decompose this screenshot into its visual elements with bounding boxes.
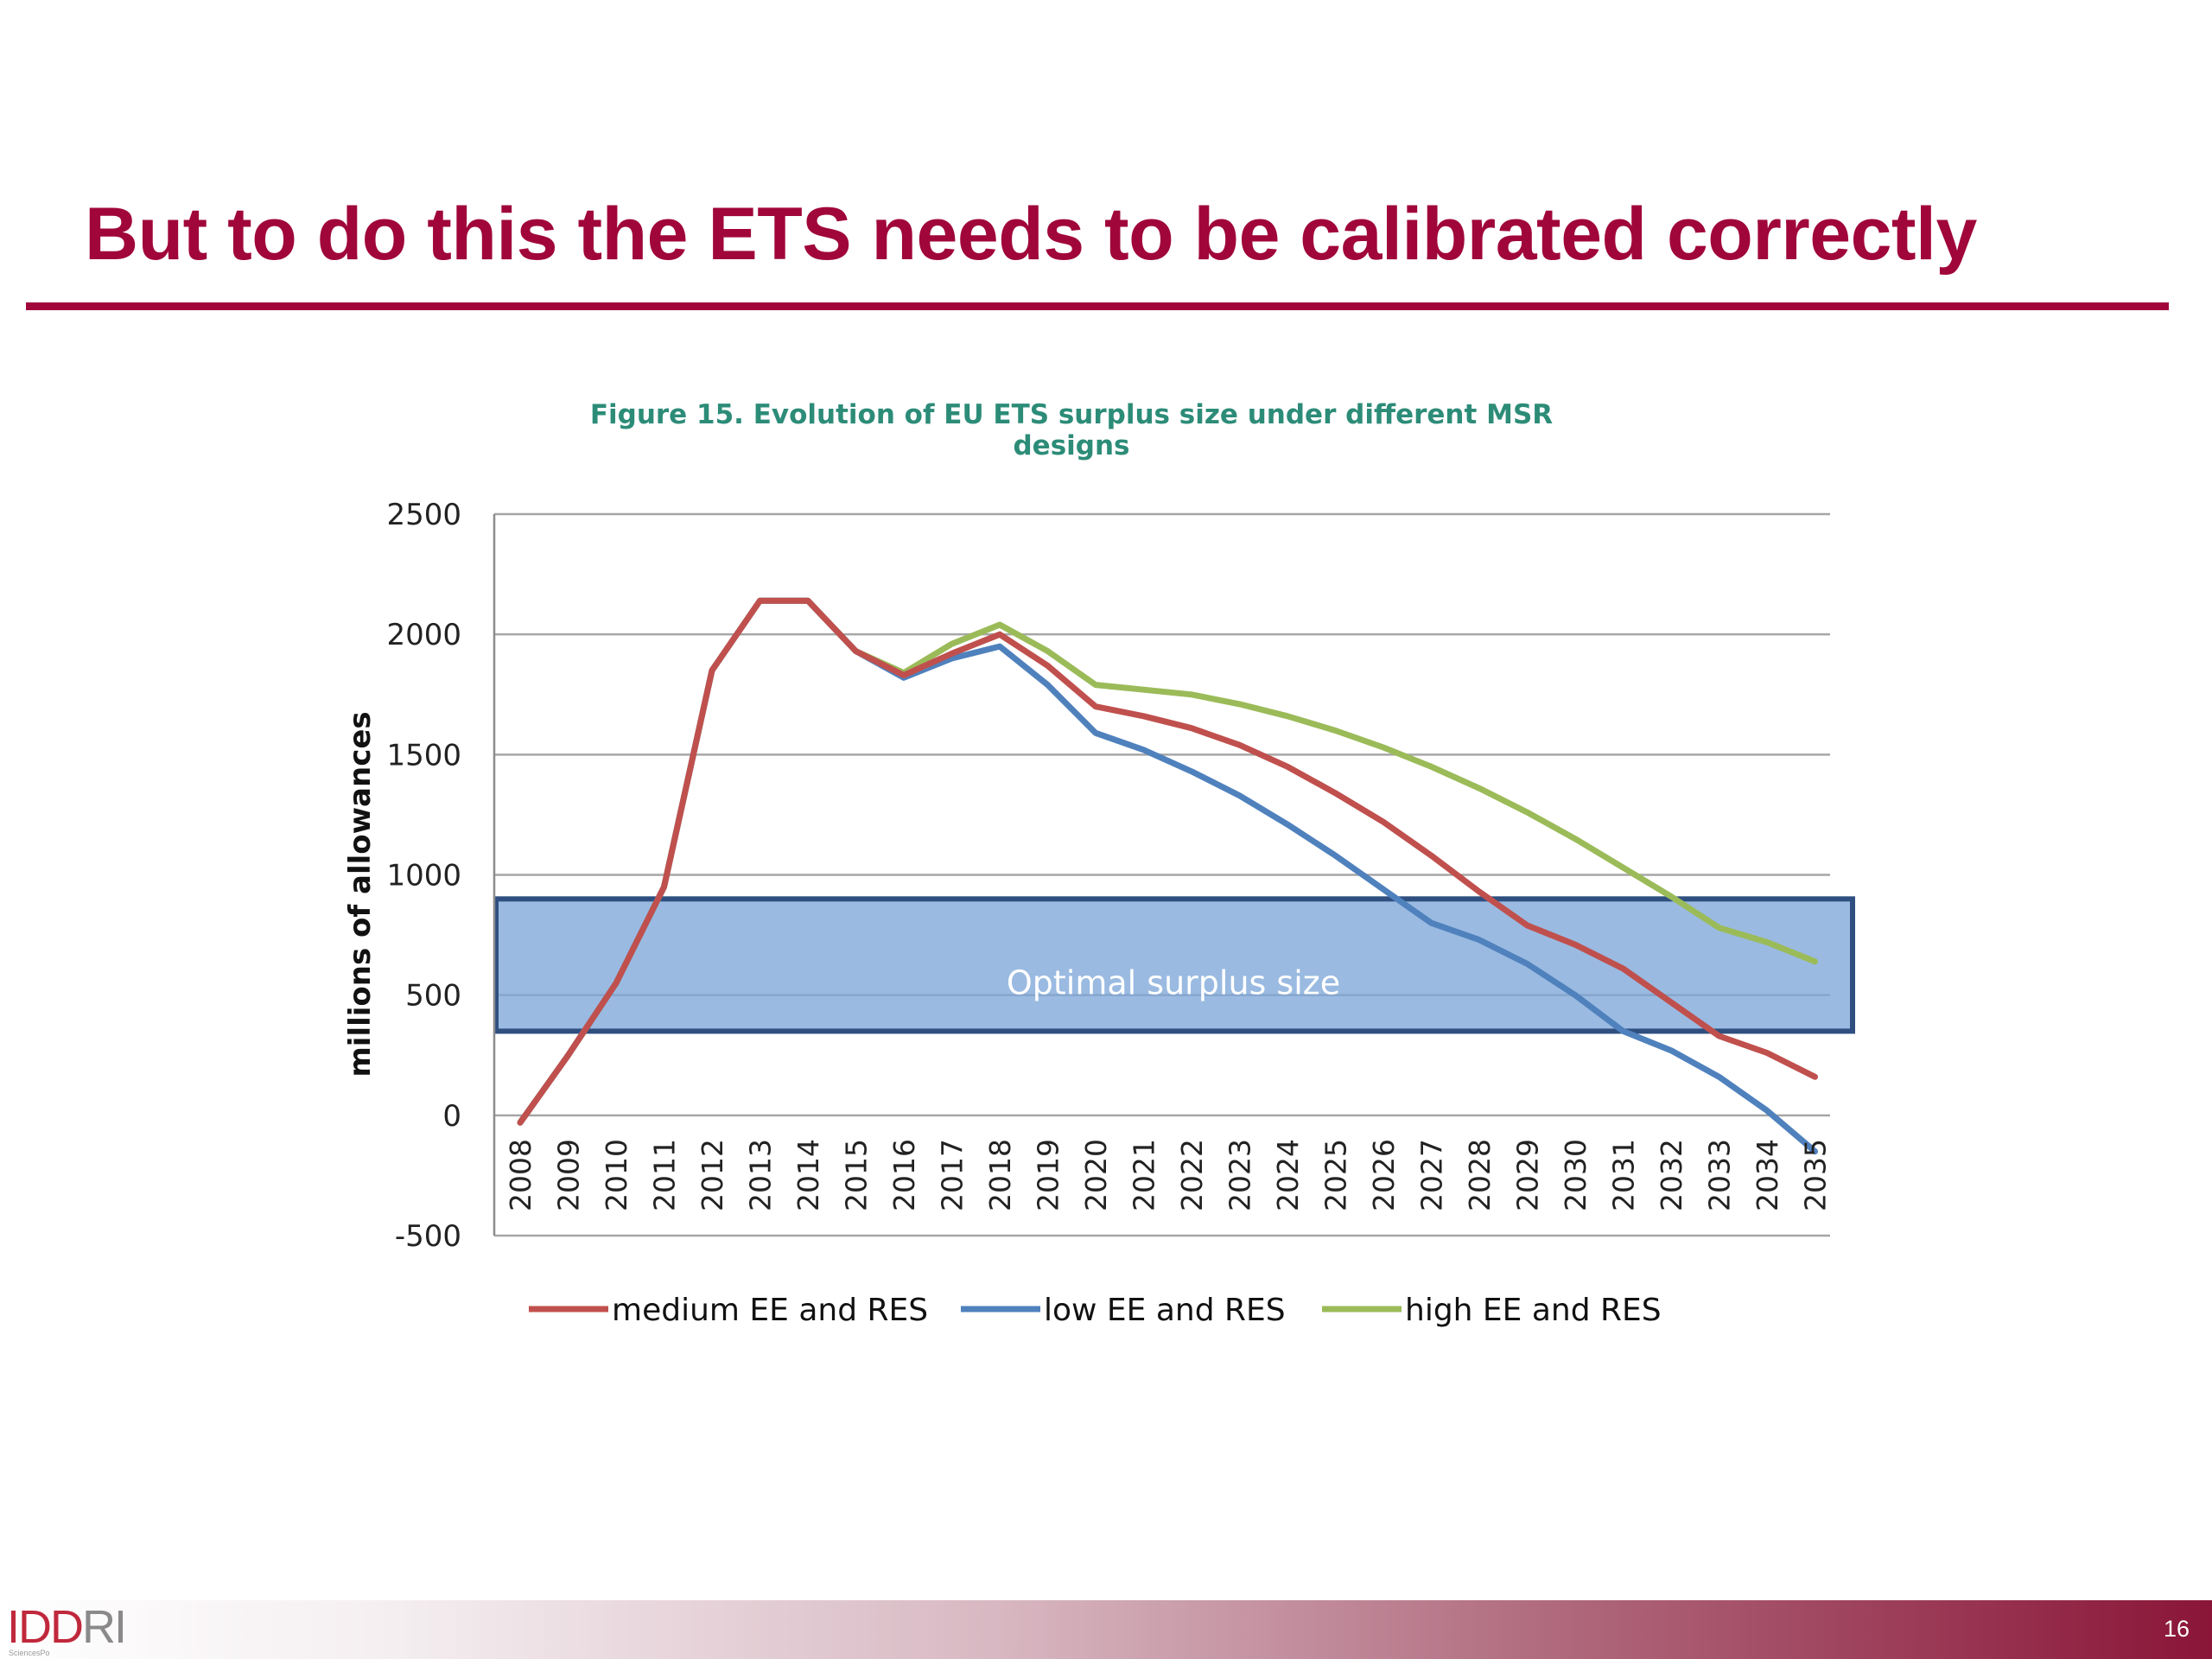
ytick-label: 1500	[386, 738, 461, 772]
xtick-label: 2010	[600, 1139, 633, 1211]
xtick-label: 2017	[936, 1139, 969, 1211]
xtick-label: 2019	[1032, 1139, 1065, 1211]
xtick-label: 2018	[983, 1139, 1017, 1211]
ytick-label: 2500	[386, 498, 461, 532]
legend-label: low EE and RES	[1044, 1293, 1286, 1328]
ytick-label: -500	[395, 1219, 461, 1254]
series-line-low	[517, 597, 1818, 1155]
iddri-logo: IDDRI	[7, 1600, 127, 1653]
logo-part1: IDD	[7, 1601, 84, 1653]
chart-axes: -500 0 500 1000 1500 2000 2500 millions of allo…	[343, 498, 1833, 1254]
xtick-label: 2022	[1175, 1139, 1209, 1211]
legend-label: medium EE and RES	[612, 1293, 928, 1328]
logo-subtext: SciencesPo	[9, 1649, 50, 1657]
page-number: 16	[2163, 1616, 2190, 1642]
ytick-label: 1000	[386, 859, 461, 893]
xtick-label: 2029	[1511, 1139, 1545, 1211]
xtick-label: 2031	[1607, 1139, 1641, 1211]
surplus-line-chart: Optimal surplus size -500 0 500 1000 1500 200…	[343, 498, 1855, 1328]
xtick-label: 2025	[1319, 1139, 1353, 1211]
xtick-label: 2026	[1367, 1139, 1401, 1211]
xtick-label: 2021	[1128, 1139, 1161, 1211]
xtick-label: 2014	[791, 1139, 825, 1211]
xtick-label: 2030	[1559, 1139, 1592, 1211]
xtick-label: 2027	[1415, 1139, 1449, 1211]
series-line-high	[517, 597, 1818, 1126]
xtick-label: 2012	[696, 1139, 729, 1211]
xtick-label: 2015	[840, 1139, 874, 1211]
ytick-label: 500	[405, 979, 461, 1014]
chart-grid	[494, 512, 1830, 1237]
xtick-label: 2023	[1224, 1139, 1257, 1211]
xtick-label: 2009	[552, 1139, 586, 1211]
optimal-surplus-band	[493, 896, 1855, 1034]
y-axis-title: millions of allowances	[343, 711, 378, 1077]
series-line-medium	[517, 597, 1818, 1126]
footer-bar	[0, 1600, 2212, 1659]
xtick-label: 2020	[1079, 1139, 1113, 1211]
xtick-label: 2034	[1751, 1139, 1784, 1211]
legend-label: high EE and RES	[1405, 1293, 1662, 1328]
ytick-label: 0	[442, 1099, 461, 1134]
ytick-label: 2000	[386, 618, 461, 652]
xtick-label: 2035	[1799, 1139, 1833, 1211]
xtick-label: 2013	[744, 1139, 778, 1211]
chart-title: Figure 15. Evolution of EU ETS surplus s…	[589, 399, 1554, 461]
xtick-label: 2016	[887, 1139, 921, 1211]
chart-legend: medium EE and RES low EE and RES high EE a…	[529, 1293, 1662, 1328]
xtick-label: 2028	[1463, 1139, 1497, 1211]
xtick-label: 2011	[648, 1139, 682, 1211]
optimal-surplus-label: Optimal surplus size	[1007, 963, 1340, 1001]
logo-part2: RI	[82, 1601, 127, 1653]
slide-title: But to do this the ETS needs to be calib…	[85, 193, 1977, 276]
optimal-band-group: Optimal surplus size	[493, 896, 1855, 1034]
series-lines	[517, 597, 1818, 1155]
xtick-label: 2024	[1271, 1139, 1305, 1211]
xtick-label: 2032	[1655, 1139, 1688, 1211]
xtick-label: 2033	[1703, 1139, 1737, 1211]
xtick-label: 2008	[504, 1139, 537, 1211]
title-rule	[26, 302, 2169, 310]
